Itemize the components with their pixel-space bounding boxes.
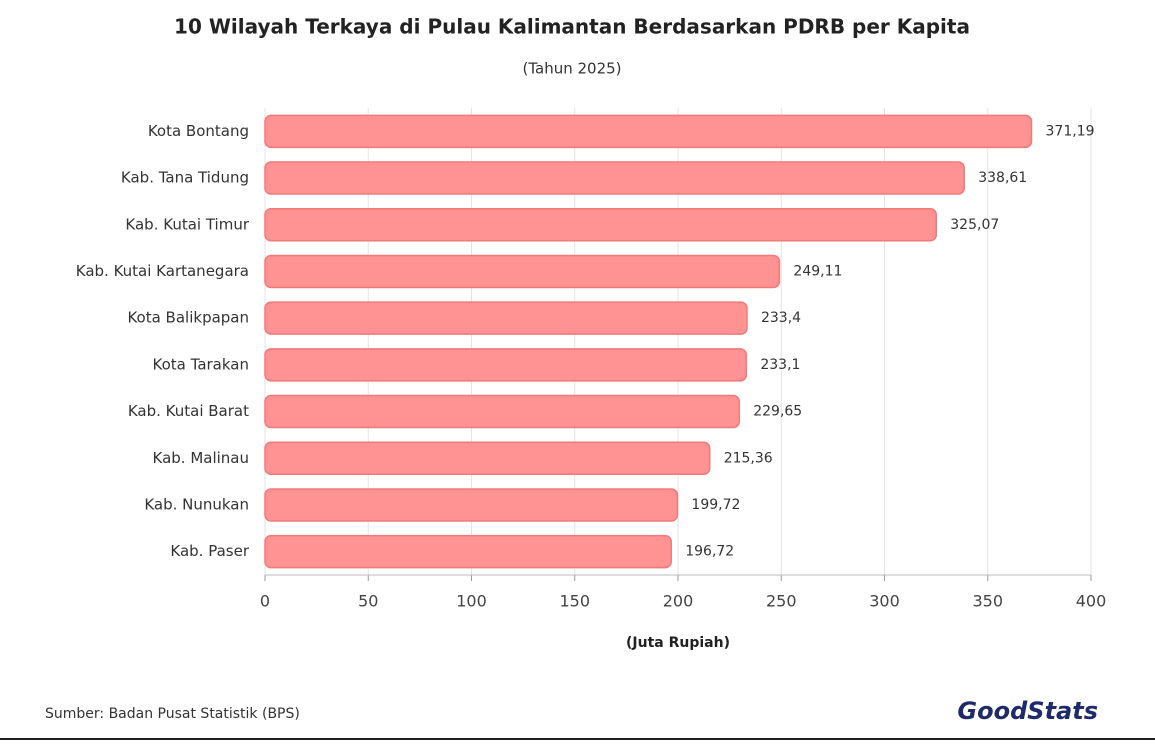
- value-label: 338,61: [978, 170, 1027, 186]
- x-tick-label: 250: [766, 592, 797, 611]
- chart-subtitle: (Tahun 2025): [522, 60, 621, 78]
- value-label: 196,72: [685, 544, 734, 560]
- value-label: 233,4: [761, 310, 801, 326]
- y-tick-label: Kab. Tana Tidung: [121, 169, 249, 187]
- y-tick-label: Kab. Nunukan: [144, 495, 249, 513]
- value-label: 371,19: [1046, 123, 1095, 139]
- plot-area: 0 50 100 150 200 250 300 350 400 Kota Bontang 371,…: [76, 108, 1107, 611]
- bar: [264, 161, 965, 195]
- bar: [264, 441, 711, 475]
- chart-title: 10 Wilayah Terkaya di Pulau Kalimantan B…: [174, 15, 970, 39]
- bar: [264, 208, 938, 242]
- x-tick-label: 100: [456, 592, 487, 611]
- bar: [264, 114, 1033, 149]
- x-tick-label: 50: [358, 592, 378, 611]
- y-tick-label: Kab. Kutai Timur: [125, 215, 249, 233]
- x-axis-label: (Juta Rupiah): [626, 635, 730, 651]
- bar: [264, 301, 748, 335]
- bar: [264, 254, 781, 289]
- x-tick-label: 150: [559, 592, 590, 611]
- bar: [264, 348, 748, 382]
- y-tick-label: Kota Tarakan: [153, 355, 249, 373]
- x-tick-label: 350: [972, 592, 1003, 611]
- value-label: 249,11: [793, 263, 842, 279]
- source-note: Sumber: Badan Pusat Statistik (BPS): [45, 706, 300, 722]
- x-tick-label: 200: [663, 592, 694, 611]
- brand-logo: GoodStats: [957, 697, 1098, 725]
- bar: [264, 394, 740, 429]
- y-tick-label: Kota Balikpapan: [127, 309, 249, 327]
- value-label: 325,07: [950, 217, 999, 233]
- bar: [264, 534, 672, 569]
- bar: [264, 488, 679, 522]
- y-tick-label: Kab. Kutai Kartanegara: [76, 262, 249, 280]
- y-tick-label: Kab. Kutai Barat: [128, 402, 249, 420]
- value-label: 229,65: [753, 404, 802, 420]
- x-tick-label: 0: [260, 592, 270, 611]
- x-tick-label: 400: [1076, 592, 1107, 611]
- value-label: 233,1: [760, 357, 800, 373]
- y-tick-label: Kab. Malinau: [153, 449, 250, 467]
- value-label: 215,36: [724, 450, 773, 466]
- value-label: 199,72: [691, 497, 740, 513]
- y-tick-label: Kab. Paser: [170, 542, 249, 560]
- y-tick-label: Kota Bontang: [148, 122, 249, 140]
- x-tick-label: 300: [869, 592, 900, 611]
